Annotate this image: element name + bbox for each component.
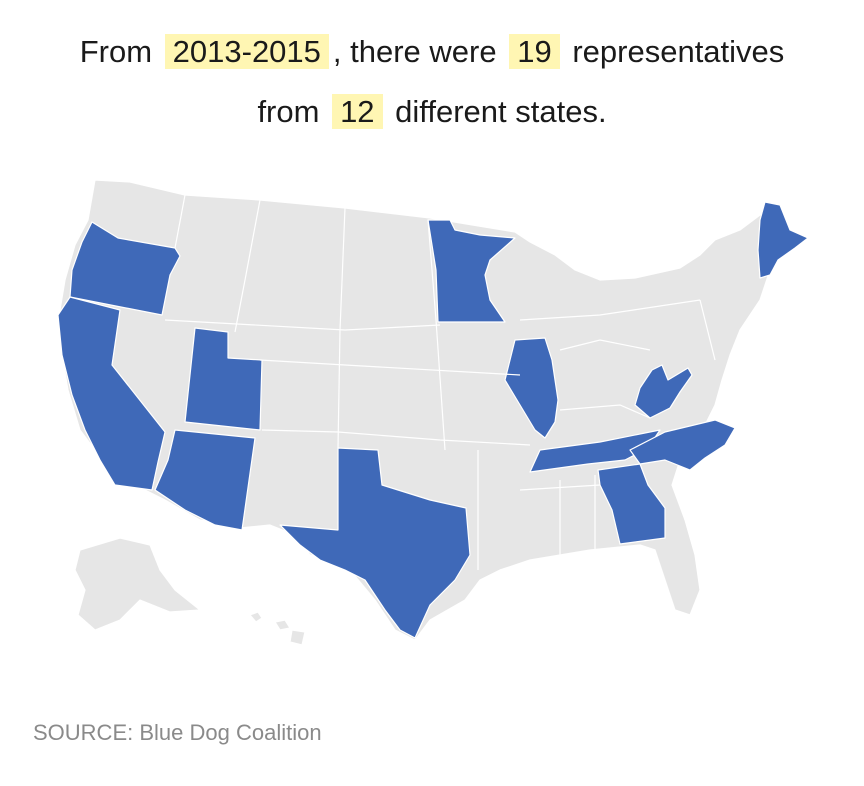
state-georgia xyxy=(597,463,666,545)
headline-line-2: from 12 different states. xyxy=(0,82,864,142)
headline-text: From xyxy=(79,34,153,69)
headline-text: representatives xyxy=(572,34,785,69)
period-highlight: 2013-2015 xyxy=(164,34,329,69)
state-north-carolina xyxy=(629,419,736,471)
state-borders xyxy=(164,194,716,570)
state-illinois xyxy=(504,337,559,439)
state-arizona xyxy=(154,429,256,531)
headline-text: , there were xyxy=(332,34,497,69)
source-note: SOURCE: Blue Dog Coalition xyxy=(33,720,322,745)
state-minnesota xyxy=(427,219,516,323)
state-texas xyxy=(279,447,471,639)
state-maine xyxy=(757,201,809,279)
us-map xyxy=(57,179,809,646)
state-oregon xyxy=(69,221,181,316)
headline-text: different states. xyxy=(395,94,607,129)
headline: From 2013-2015, there were 19 representa… xyxy=(0,22,864,142)
alaska xyxy=(74,537,201,631)
state-california xyxy=(57,296,166,491)
headline-line-1: From 2013-2015, there were 19 representa… xyxy=(0,22,864,82)
state-west-virginia xyxy=(634,364,693,419)
state-count-highlight: 12 xyxy=(332,94,383,129)
rep-count-highlight: 19 xyxy=(509,34,560,69)
headline-text: from xyxy=(257,94,320,129)
hawaii xyxy=(249,611,306,646)
